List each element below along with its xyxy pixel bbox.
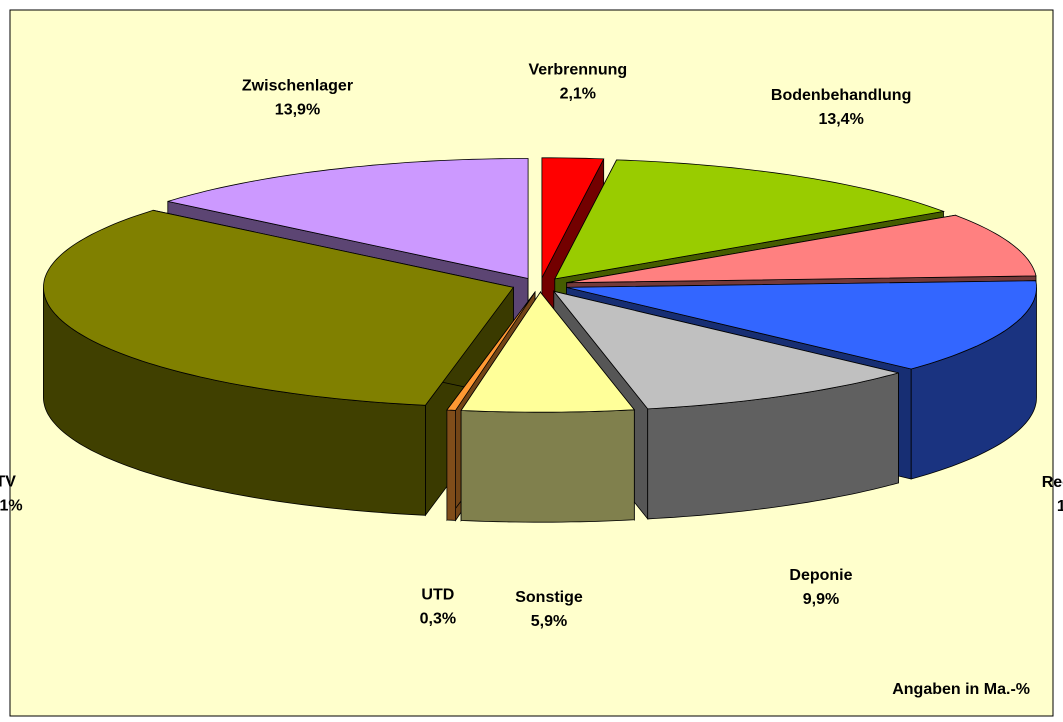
annotation: Angaben in Ma.-% — [892, 681, 1030, 698]
slice-value-label: 13,9% — [275, 102, 320, 119]
slice-top — [167, 158, 529, 279]
slice-value-label: 0,3% — [420, 610, 456, 627]
slice — [460, 290, 636, 523]
slice-label: Verbrennung — [528, 62, 627, 79]
slice-label: Zwischenlager — [242, 78, 353, 95]
slice-top — [566, 280, 1037, 370]
slice-label: Bodenbehandlung — [771, 87, 911, 104]
slice-label: UTD — [421, 586, 454, 603]
slice-label: UTV — [0, 474, 16, 491]
slice-top — [566, 214, 1037, 284]
slice-value-label: 5,9% — [531, 613, 567, 630]
slice-label: Sonstige — [515, 589, 583, 606]
slice-label: Recycling — [1042, 474, 1063, 491]
slice-top — [552, 290, 899, 410]
slice-value-label: 33,1% — [0, 498, 23, 515]
slice-value-label: 2,1% — [560, 86, 596, 103]
slice — [42, 209, 515, 517]
slice-value-label: 9,9% — [803, 591, 839, 608]
slice-label: Deponie — [789, 567, 852, 584]
slice-value-label: 12,8% — [1057, 498, 1063, 515]
slice-top — [460, 291, 636, 413]
slice-top — [541, 157, 605, 278]
slice-top — [446, 291, 536, 411]
slice-side — [446, 409, 456, 521]
slice-top — [554, 159, 946, 280]
slice-top — [42, 209, 515, 406]
slice-value-label: 13,4% — [818, 111, 863, 128]
slice-side — [460, 409, 635, 523]
